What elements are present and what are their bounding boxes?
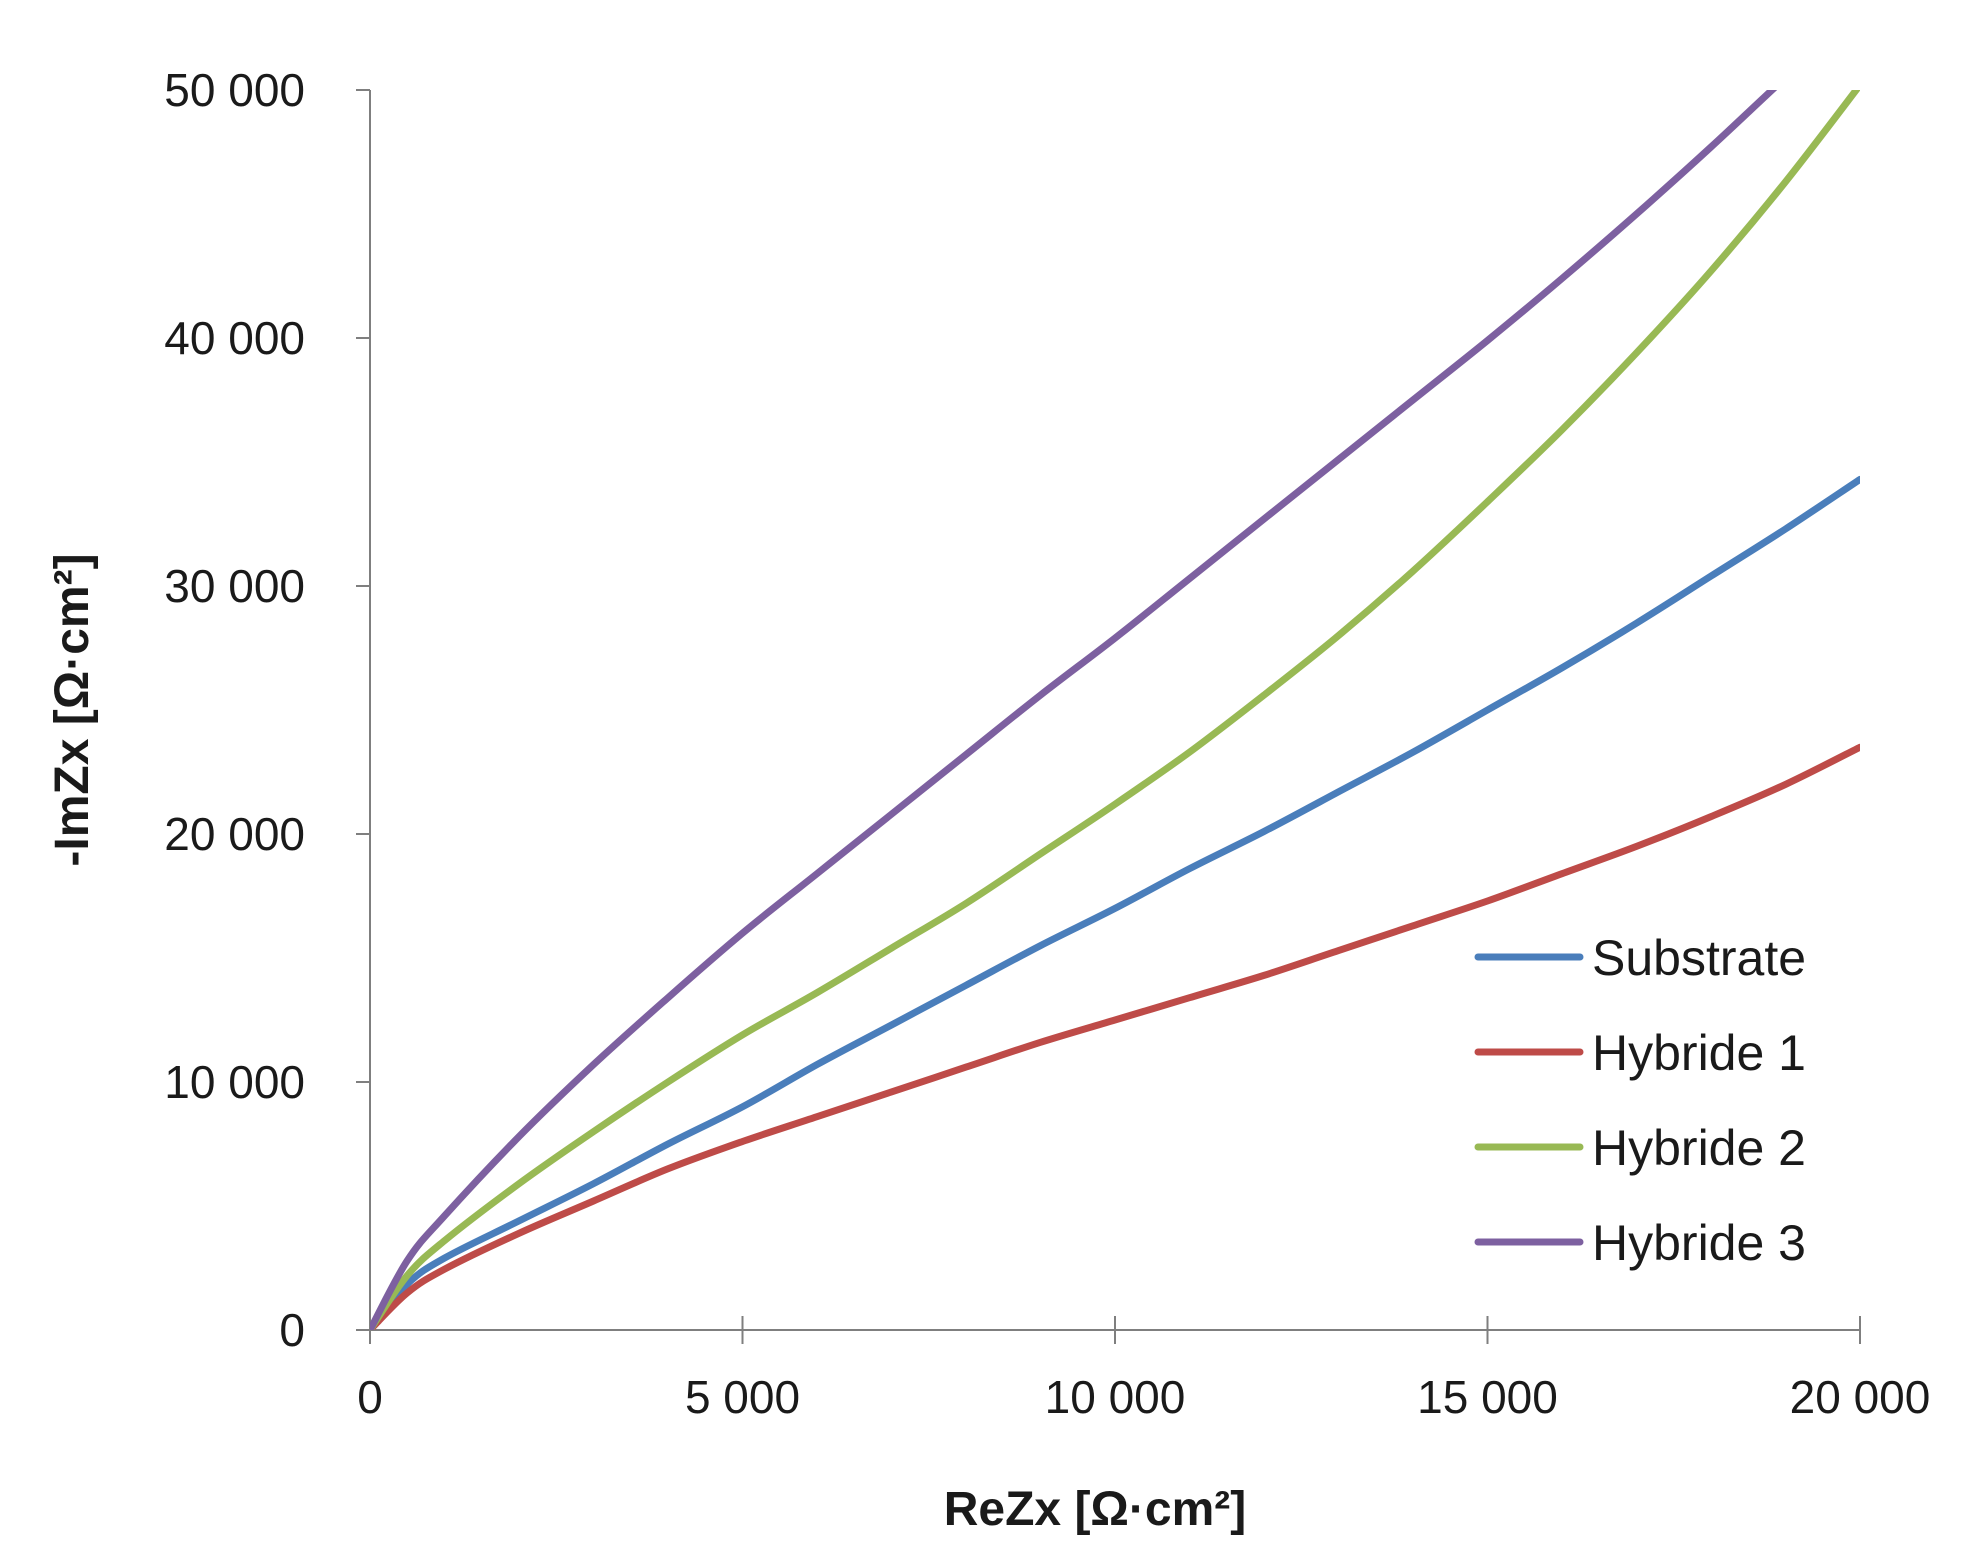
y-tick-label: 20 000 (164, 808, 305, 860)
x-axis-title: ReZx [Ω·cm²] (944, 1483, 1247, 1536)
legend-label-hybride-3: Hybride 3 (1592, 1215, 1806, 1271)
legend: Substrate Hybride 1 Hybride 2 Hybride 3 (1474, 930, 1806, 1271)
y-tick-label: 10 000 (164, 1056, 305, 1108)
x-tick-label: 5 000 (685, 1371, 800, 1423)
legend-label-hybride-1: Hybride 1 (1592, 1025, 1806, 1081)
x-tick-label: 10 000 (1045, 1371, 1186, 1423)
x-tick-label: 0 (357, 1371, 383, 1423)
y-tick-label: 50 000 (164, 64, 305, 116)
y-axis-title: -ImZx [Ω·cm²] (46, 553, 99, 866)
series-line-hybride-3 (370, 90, 1778, 1330)
y-tick-label: 30 000 (164, 560, 305, 612)
y-tick-label: 40 000 (164, 312, 305, 364)
series-line-substrate (370, 475, 1860, 1330)
series-lines (370, 90, 1860, 1330)
series-line-hybride-2 (370, 90, 1860, 1330)
legend-label-substrate: Substrate (1592, 930, 1806, 986)
legend-label-hybride-2: Hybride 2 (1592, 1120, 1806, 1176)
series-line-hybride-1 (370, 743, 1860, 1330)
tick-labels: 0 10 000 20 000 30 000 40 000 50 000 0 5 000 10 … (164, 64, 1930, 1423)
x-tick-label: 15 000 (1417, 1371, 1558, 1423)
y-tick-label: 0 (279, 1304, 305, 1356)
x-tick-label: 20 000 (1790, 1371, 1931, 1423)
